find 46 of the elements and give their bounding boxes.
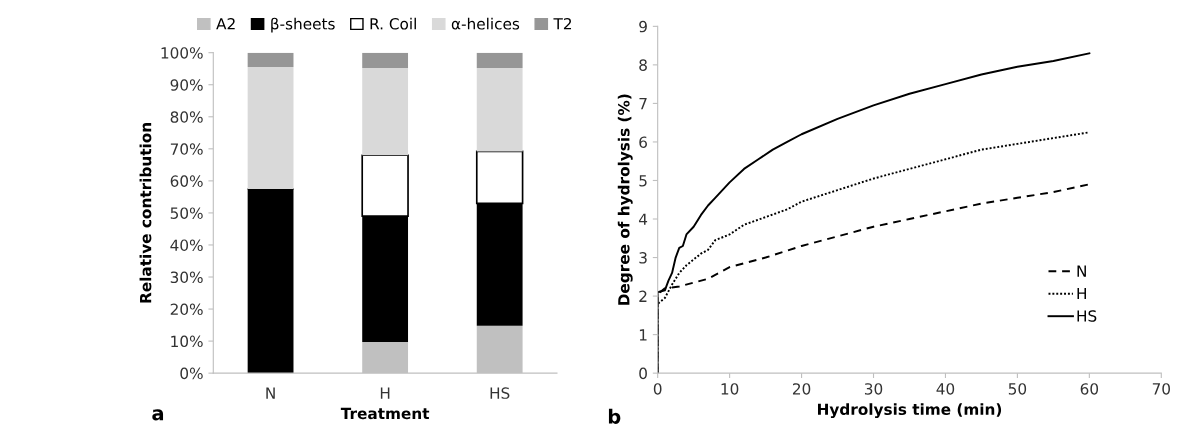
y-tick-label: 0 — [639, 367, 647, 380]
y-tick-label: 2 — [639, 290, 647, 302]
y-axis-title: Degree of hydrolysis (%) — [617, 94, 633, 305]
y-tick-label: 90% — [170, 79, 203, 91]
y-tick-label: 40% — [170, 239, 203, 251]
x-tick-label: 20 — [792, 383, 811, 395]
text: b — [608, 408, 621, 424]
x-tick-label: 30 — [864, 383, 883, 395]
x-axis-title: Hydrolysis time (min) — [818, 403, 1002, 419]
y-tick-label: 1 — [639, 329, 647, 341]
y-tick-label: 50% — [170, 207, 203, 219]
legend-label: A2 — [216, 18, 235, 30]
y-tick-label: 60% — [170, 175, 203, 187]
x-tick-label: 60 — [1080, 383, 1099, 395]
legend-label: H — [1077, 287, 1086, 300]
y-tick-label: 4 — [638, 213, 648, 225]
y-tick-label: 5 — [639, 175, 647, 187]
legend-label: HS — [1077, 310, 1097, 322]
y-tick-label: 70% — [170, 143, 203, 155]
y-tick-label: 10% — [171, 335, 203, 348]
x-tick-label: 50 — [1008, 383, 1027, 395]
y-tick-label: 3 — [639, 252, 647, 264]
x-tick-label: 70 — [1152, 383, 1171, 395]
legend-label: T2 — [553, 18, 572, 30]
y-tick-label: 8 — [639, 59, 647, 71]
y-tick-label: 100% — [161, 47, 203, 59]
legend-label: R. Coil — [370, 17, 416, 30]
x-tick-label: H — [380, 387, 390, 399]
x-tick-label: N — [266, 387, 275, 399]
y-tick-label: 80% — [170, 111, 203, 123]
y-axis-title: Relative contribution — [139, 123, 152, 303]
x-tick-label: 10 — [721, 383, 739, 395]
y-tick-label: 20% — [170, 303, 203, 316]
y-tick-label: 7 — [639, 98, 647, 110]
text: a — [152, 409, 164, 421]
x-tick-label: 0 — [653, 383, 662, 395]
x-tick-label: 40 — [936, 383, 955, 395]
legend-label: N — [1077, 265, 1086, 277]
x-tick-label: HS — [490, 387, 510, 399]
legend-label: α-helices — [451, 17, 520, 30]
y-tick-label: 6 — [639, 136, 647, 148]
legend-label: β-sheets — [271, 17, 335, 33]
y-tick-label: 30% — [170, 271, 203, 284]
y-tick-label: 0% — [180, 367, 203, 380]
x-axis-title: Treatment — [340, 407, 430, 420]
y-tick-label: 9 — [639, 20, 647, 33]
